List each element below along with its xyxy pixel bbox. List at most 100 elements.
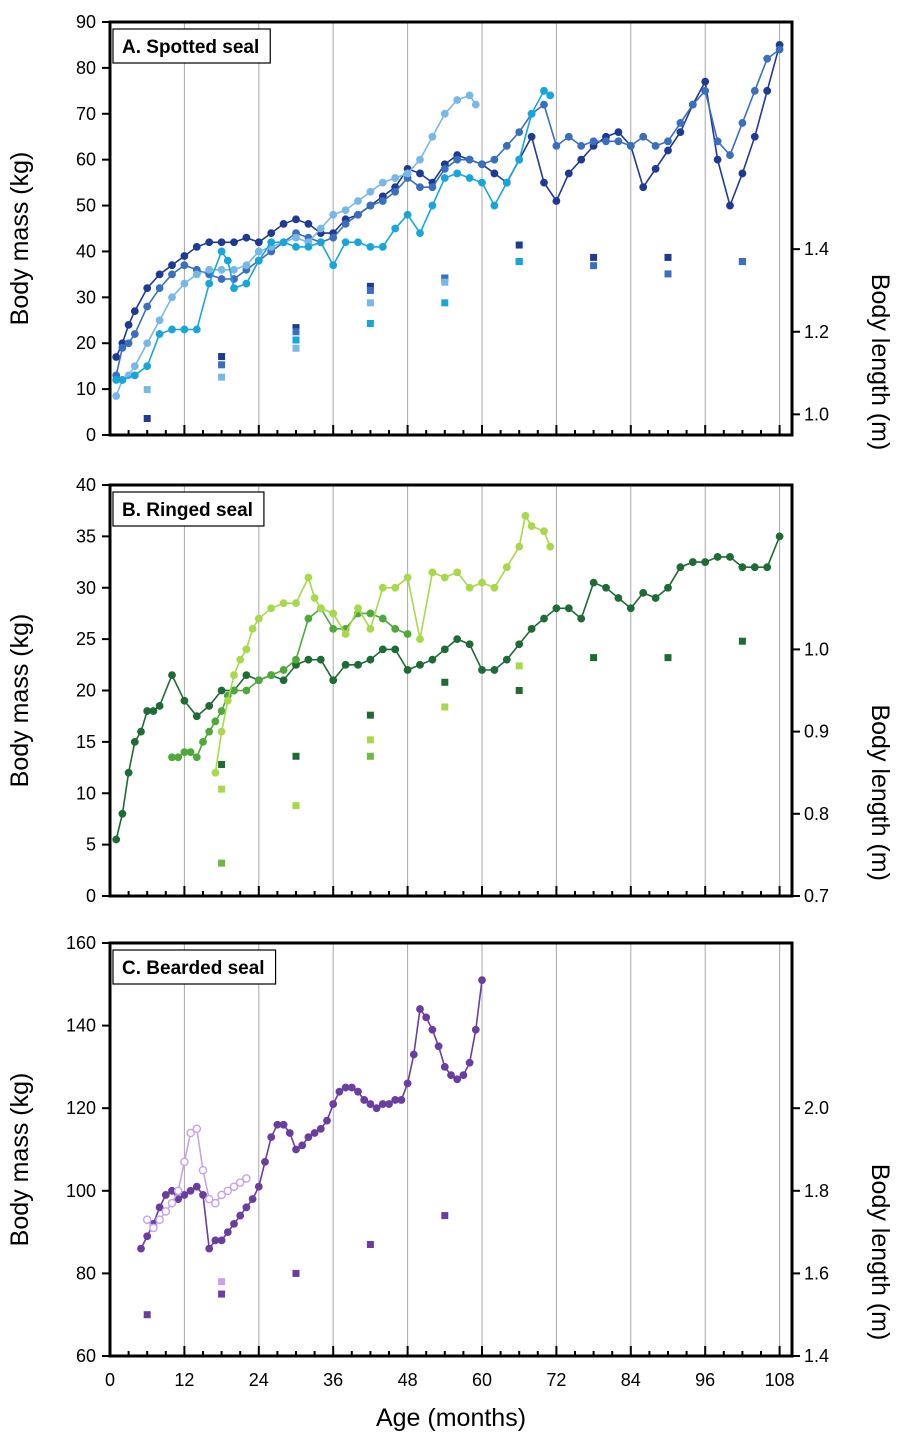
data-point xyxy=(236,1211,245,1220)
y2-tick-label: 2.0 xyxy=(804,1098,829,1118)
data-point xyxy=(453,1075,462,1084)
y-tick-label: 15 xyxy=(76,732,96,752)
plot-frame xyxy=(108,20,794,437)
data-point xyxy=(292,655,300,664)
data-point xyxy=(391,224,400,233)
panel-1: 0 10 20 30 40 50 60 70 80 90 1.0 1.2 1.4 Body mass (k… xyxy=(6,12,894,450)
data-point xyxy=(490,666,499,674)
data-point xyxy=(292,242,300,251)
data-point xyxy=(130,362,139,371)
data-point xyxy=(217,265,226,274)
y2-axis-title: Body length (m) xyxy=(866,704,894,880)
data-point xyxy=(750,86,759,95)
data-point xyxy=(366,624,375,633)
series-line-1 xyxy=(115,44,781,358)
data-point xyxy=(205,265,214,274)
data-point xyxy=(137,727,145,736)
data-point xyxy=(211,1198,220,1208)
panel-title: C. Bearded seal xyxy=(122,958,265,979)
y-tick-label: 100 xyxy=(66,1181,96,1201)
y-tick-label: 120 xyxy=(66,1098,96,1118)
y-axis-title: Body mass (kg) xyxy=(6,1073,34,1247)
data-point xyxy=(552,141,561,150)
data-point xyxy=(254,256,263,265)
data-point xyxy=(676,563,685,572)
y-tick-label: 70 xyxy=(76,104,96,124)
data-point xyxy=(465,583,474,592)
data-point xyxy=(223,1228,232,1236)
length-marker xyxy=(218,859,226,867)
data-point xyxy=(546,91,555,100)
length-marker xyxy=(218,1290,226,1298)
data-point xyxy=(242,686,251,695)
data-point xyxy=(316,1124,325,1133)
x-tick-label: 84 xyxy=(621,1370,641,1390)
data-point xyxy=(701,77,710,86)
data-point xyxy=(310,594,319,602)
data-point xyxy=(626,604,635,613)
data-point xyxy=(540,86,548,95)
y-axis-title: Body mass (kg) xyxy=(6,152,34,326)
data-point xyxy=(168,261,176,270)
data-point xyxy=(385,1100,393,1108)
data-point xyxy=(223,1186,233,1196)
data-point xyxy=(242,1174,251,1183)
data-point xyxy=(639,132,648,141)
data-point xyxy=(440,573,449,582)
data-point xyxy=(267,671,276,679)
x-tick-label: 0 xyxy=(105,1370,115,1390)
length-marker xyxy=(590,262,598,270)
plot-frame xyxy=(108,483,794,898)
data-point xyxy=(192,242,201,251)
length-marker xyxy=(292,324,300,332)
y-tick-label: 160 xyxy=(66,933,96,953)
data-point xyxy=(403,573,412,582)
y-tick-label: 90 xyxy=(76,12,96,32)
data-point xyxy=(279,238,288,247)
data-point xyxy=(230,265,238,274)
data-point xyxy=(713,137,722,146)
data-point xyxy=(217,707,226,715)
length-marker xyxy=(292,802,300,810)
data-point xyxy=(180,1191,189,1199)
data-point xyxy=(217,1190,226,1200)
length-marker xyxy=(441,274,449,282)
data-point xyxy=(471,100,480,109)
y-tick-label: 35 xyxy=(76,526,96,546)
data-point xyxy=(589,578,598,587)
y-tick-label: 80 xyxy=(76,1263,96,1283)
data-point xyxy=(155,270,164,279)
data-point xyxy=(527,109,536,118)
data-point xyxy=(254,247,263,256)
data-point xyxy=(478,578,486,587)
data-point xyxy=(416,1005,424,1013)
data-point xyxy=(229,1182,239,1191)
data-point xyxy=(254,614,263,623)
data-point xyxy=(428,1025,437,1034)
data-point xyxy=(180,279,189,288)
length-marker xyxy=(218,353,226,361)
data-point xyxy=(248,1195,257,1203)
x-tick-label: 108 xyxy=(765,1370,795,1390)
data-point xyxy=(199,737,207,746)
data-point xyxy=(639,588,648,597)
y2-tick-label: 1.4 xyxy=(804,1346,829,1366)
data-point xyxy=(738,169,747,178)
length-marker xyxy=(441,678,449,686)
length-marker xyxy=(441,278,449,286)
data-point xyxy=(540,178,548,187)
data-point xyxy=(428,568,437,577)
data-point xyxy=(502,563,511,572)
data-point xyxy=(186,1186,195,1195)
data-point xyxy=(676,128,685,137)
data-point xyxy=(478,976,486,985)
x-tick-label: 24 xyxy=(249,1370,269,1390)
data-point xyxy=(502,141,511,150)
series-line-2 xyxy=(115,48,781,376)
data-point xyxy=(502,655,511,664)
length-marker xyxy=(515,662,523,670)
data-point xyxy=(242,645,251,654)
data-point xyxy=(112,835,121,844)
data-point xyxy=(341,220,350,228)
data-point xyxy=(465,174,474,182)
